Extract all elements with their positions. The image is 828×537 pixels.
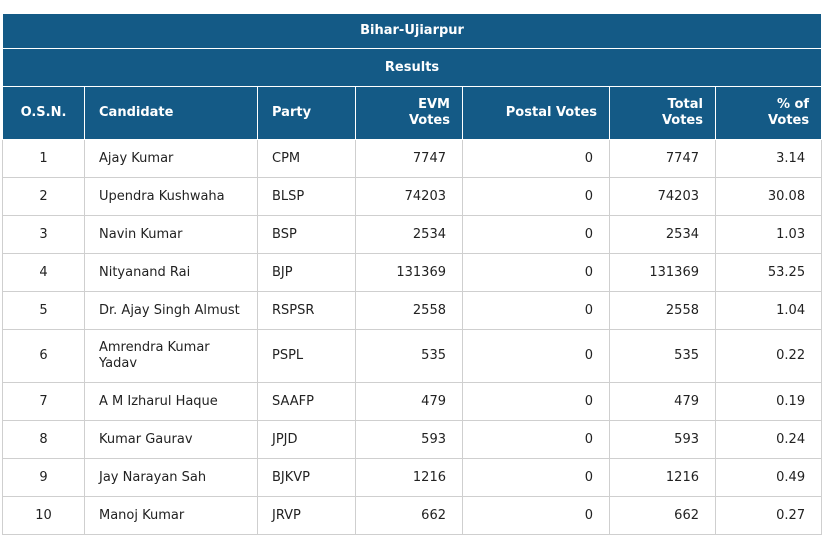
table-row: 10 Manoj Kumar JRVP 662 0 662 0.27 [2,496,823,535]
cell-postal-votes: 0 [462,382,610,421]
cell-pct-votes: 0.22 [714,329,823,383]
cell-osn: 6 [2,329,85,383]
col-header-evm-line1: EVM [418,97,450,112]
cell-osn: 2 [2,177,85,216]
cell-party: RSPSR [257,291,356,330]
col-header-evm-line2: Votes [408,113,450,128]
cell-evm-votes: 593 [355,420,463,459]
cell-candidate: Manoj Kumar [84,496,258,535]
cell-total-votes: 2558 [609,291,716,330]
cell-candidate: Amrendra Kumar Yadav [84,329,258,383]
cell-total-votes: 74203 [609,177,716,216]
cell-pct-votes: 0.49 [714,458,823,497]
cell-party: SAAFP [257,382,356,421]
col-header-total-votes: Total Votes [609,86,716,140]
cell-candidate: Kumar Gaurav [84,420,258,459]
cell-osn: 9 [2,458,85,497]
cell-pct-votes: 1.03 [714,215,823,254]
cell-candidate: A M Izharul Haque [84,382,258,421]
cell-evm-votes: 479 [355,382,463,421]
results-subtitle: Results [1,48,823,87]
cell-pct-votes: 3.14 [714,139,823,178]
col-header-pct-line1: % of [776,97,810,112]
cell-osn: 1 [2,139,85,178]
cell-candidate: Navin Kumar [84,215,258,254]
table-row: 9 Jay Narayan Sah BJKVP 1216 0 1216 0.49 [2,458,823,497]
column-header-row: O.S.N. Candidate Party EVM Votes Postal V… [2,86,823,140]
cell-total-votes: 593 [609,420,716,459]
cell-candidate: Nityanand Rai [84,253,258,292]
table-row: 5 Dr. Ajay Singh Almust RSPSR 2558 0 255… [2,291,823,330]
cell-pct-votes: 0.27 [714,496,823,535]
cell-evm-votes: 7747 [355,139,463,178]
cell-pct-votes: 0.24 [714,420,823,459]
col-header-candidate: Candidate [84,86,258,140]
table-row: 8 Kumar Gaurav JPJD 593 0 593 0.24 [2,420,823,459]
cell-pct-votes: 0.19 [714,382,823,421]
col-header-evm-votes: EVM Votes [355,86,463,140]
cell-total-votes: 1216 [609,458,716,497]
cell-osn: 5 [2,291,85,330]
cell-total-votes: 535 [609,329,716,383]
cell-evm-votes: 2558 [355,291,463,330]
col-header-osn: O.S.N. [2,86,85,140]
cell-party: JPJD [257,420,356,459]
col-header-pct-votes: % of Votes [714,86,823,140]
cell-evm-votes: 535 [355,329,463,383]
cell-postal-votes: 0 [462,420,610,459]
cell-pct-votes: 1.04 [714,291,823,330]
col-header-party: Party [257,86,356,140]
cell-candidate: Dr. Ajay Singh Almust [84,291,258,330]
cell-evm-votes: 131369 [355,253,463,292]
table-row: 6 Amrendra Kumar Yadav PSPL 535 0 535 0.… [2,329,823,383]
table-row: 7 A M Izharul Haque SAAFP 479 0 479 0.19 [2,382,823,421]
cell-total-votes: 7747 [609,139,716,178]
col-header-postal-votes: Postal Votes [462,86,610,140]
table-row: 2 Upendra Kushwaha BLSP 74203 0 74203 30… [2,177,823,216]
results-panel: Bihar-Ujiarpur Results O.S.N. Candidate … [1,13,823,535]
cell-osn: 4 [2,253,85,292]
cell-evm-votes: 1216 [355,458,463,497]
cell-postal-votes: 0 [462,253,610,292]
cell-total-votes: 2534 [609,215,716,254]
cell-candidate: Jay Narayan Sah [84,458,258,497]
cell-candidate: Upendra Kushwaha [84,177,258,216]
col-header-pct-line2: Votes [768,113,810,128]
cell-pct-votes: 30.08 [714,177,823,216]
col-header-total-line2: Votes [661,113,703,128]
cell-postal-votes: 0 [462,139,610,178]
cell-osn: 3 [2,215,85,254]
cell-postal-votes: 0 [462,215,610,254]
cell-total-votes: 131369 [609,253,716,292]
cell-evm-votes: 2534 [355,215,463,254]
cell-total-votes: 662 [609,496,716,535]
cell-party: BJP [257,253,356,292]
cell-party: JRVP [257,496,356,535]
cell-evm-votes: 74203 [355,177,463,216]
cell-party: BJKVP [257,458,356,497]
cell-party: BLSP [257,177,356,216]
table-row: 4 Nityanand Rai BJP 131369 0 131369 53.2… [2,253,823,292]
results-table: Bihar-Ujiarpur Results O.S.N. Candidate … [1,13,823,535]
table-row: 1 Ajay Kumar CPM 7747 0 7747 3.14 [2,139,823,178]
cell-total-votes: 479 [609,382,716,421]
cell-party: PSPL [257,329,356,383]
cell-osn: 8 [2,420,85,459]
constituency-title: Bihar-Ujiarpur [1,13,823,49]
cell-party: CPM [257,139,356,178]
cell-postal-votes: 0 [462,291,610,330]
cell-postal-votes: 0 [462,496,610,535]
cell-pct-votes: 53.25 [714,253,823,292]
cell-osn: 7 [2,382,85,421]
cell-postal-votes: 0 [462,177,610,216]
cell-osn: 10 [2,496,85,535]
cell-evm-votes: 662 [355,496,463,535]
cell-candidate: Ajay Kumar [84,139,258,178]
table-row: 3 Navin Kumar BSP 2534 0 2534 1.03 [2,215,823,254]
cell-postal-votes: 0 [462,458,610,497]
col-header-total-line1: Total [667,97,703,112]
cell-party: BSP [257,215,356,254]
cell-postal-votes: 0 [462,329,610,383]
